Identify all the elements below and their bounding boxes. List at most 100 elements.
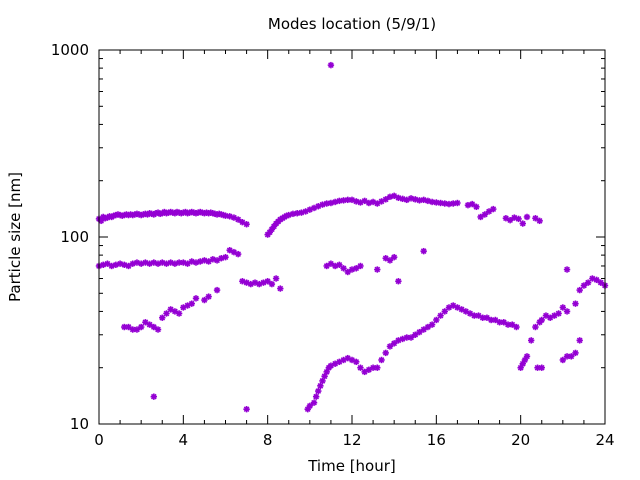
data-point xyxy=(412,331,419,338)
data-point xyxy=(454,199,461,207)
y-tick-label: 1000 xyxy=(51,41,89,59)
data-point xyxy=(374,364,381,371)
data-point xyxy=(142,319,149,326)
data-point xyxy=(268,280,276,288)
data-point xyxy=(353,358,360,366)
data-point xyxy=(420,247,427,255)
data-point xyxy=(230,214,238,221)
data-point xyxy=(538,316,545,324)
data-point xyxy=(264,278,271,285)
data-point xyxy=(523,213,531,221)
x-tick-label: 0 xyxy=(94,431,104,449)
data-point xyxy=(509,321,516,328)
data-point xyxy=(386,343,394,350)
data-point xyxy=(234,216,242,223)
data-point xyxy=(532,215,539,222)
data-point xyxy=(504,321,512,328)
data-point xyxy=(515,215,522,223)
data-point xyxy=(477,213,484,221)
x-tick-label: 16 xyxy=(427,431,446,449)
data-point xyxy=(468,200,476,208)
data-point xyxy=(593,276,600,284)
data-point xyxy=(336,261,343,269)
data-point xyxy=(357,364,364,371)
data-point xyxy=(479,314,486,321)
data-point xyxy=(150,323,158,331)
data-point xyxy=(481,211,489,218)
axes: 0 4 8 12 16 20 24 10 100 1000 xyxy=(51,41,615,449)
data-point xyxy=(428,321,436,328)
x-tick-label: 12 xyxy=(342,431,361,449)
data-point xyxy=(163,310,170,317)
data-point xyxy=(289,210,297,218)
data-point xyxy=(572,300,579,307)
data-point xyxy=(487,316,495,324)
data-point xyxy=(302,208,309,215)
data-point xyxy=(382,349,389,357)
data-point xyxy=(513,323,520,331)
data-point xyxy=(528,337,535,344)
data-point xyxy=(213,286,221,294)
data-point xyxy=(580,282,588,289)
data-point xyxy=(473,203,480,211)
data-point xyxy=(154,326,162,333)
data-point xyxy=(563,308,571,315)
data-point xyxy=(125,323,132,331)
x-tick-label: 4 xyxy=(179,431,189,449)
data-point xyxy=(597,279,604,286)
data-point xyxy=(234,250,242,258)
data-point xyxy=(390,253,398,261)
data-point xyxy=(243,221,250,228)
data-point xyxy=(382,196,389,203)
data-point xyxy=(437,312,444,319)
data-point xyxy=(319,377,326,385)
data-point xyxy=(420,326,427,333)
data-point xyxy=(563,353,571,360)
data-point xyxy=(576,337,583,344)
data-point xyxy=(310,399,318,406)
data-point xyxy=(243,405,250,413)
data-point xyxy=(559,356,567,364)
data-point xyxy=(559,304,567,311)
data-point xyxy=(441,200,448,207)
x-tick-label: 24 xyxy=(595,431,614,449)
data-point xyxy=(374,266,381,273)
data-point xyxy=(201,296,208,304)
data-point xyxy=(424,323,432,331)
data-point xyxy=(572,349,579,357)
y-tick-label: 100 xyxy=(60,228,89,246)
data-point xyxy=(555,310,562,317)
data-point xyxy=(584,279,592,286)
data-point xyxy=(568,353,575,360)
data-point xyxy=(563,266,571,273)
data-point xyxy=(317,382,324,390)
data-point xyxy=(159,314,166,321)
data-point xyxy=(532,323,539,331)
data-point xyxy=(490,205,497,213)
y-axis-label: Particle size [nm] xyxy=(6,172,24,302)
data-point xyxy=(277,285,284,292)
data-point xyxy=(523,353,531,360)
data-point xyxy=(175,310,183,317)
data-point xyxy=(433,316,440,324)
data-point xyxy=(312,393,320,400)
data-point xyxy=(365,199,373,207)
data-point xyxy=(576,286,583,294)
data-point xyxy=(390,340,398,347)
chart-title: Modes location (5/9/1) xyxy=(268,15,436,33)
data-point xyxy=(272,275,280,282)
data-point xyxy=(315,387,322,395)
data-point xyxy=(188,300,195,307)
data-points xyxy=(95,61,609,413)
data-point xyxy=(192,295,200,302)
data-point xyxy=(327,61,335,69)
data-point xyxy=(340,265,347,272)
data-point xyxy=(416,197,423,204)
data-point xyxy=(395,278,402,285)
data-point xyxy=(205,293,212,300)
data-point xyxy=(519,220,526,227)
data-point xyxy=(450,200,457,207)
data-point xyxy=(239,278,246,285)
